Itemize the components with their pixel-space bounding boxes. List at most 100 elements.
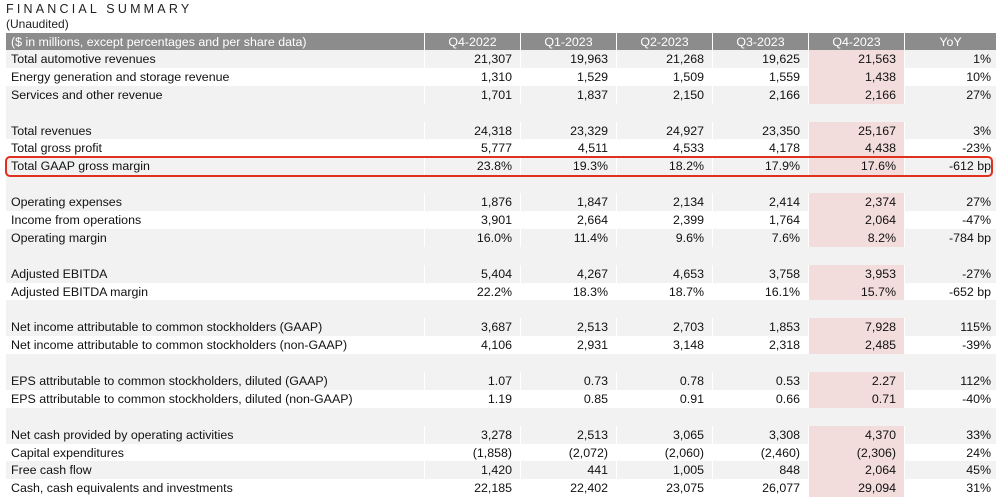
- row-label: Adjusted EBITDA: [11, 266, 108, 281]
- cell-q4-2022: 1,876: [424, 193, 520, 212]
- cell-q4-2023: 2.27: [808, 372, 904, 390]
- cell-yoy: 33%: [904, 425, 996, 444]
- cell-q3-2023: 1,764: [712, 211, 808, 229]
- row-label: EPS attributable to common stockholders,…: [11, 373, 328, 388]
- cell-q3-2023: 2,414: [712, 193, 808, 212]
- cell-q3-2023: 17.9%: [712, 157, 808, 176]
- row-label: Total automotive revenues: [11, 51, 156, 66]
- cell-q2-2023: 18.7%: [616, 282, 712, 301]
- cell-yoy: -47%: [904, 211, 996, 229]
- cell-q3-2023: 4,178: [712, 139, 808, 158]
- group-spacer: [6, 407, 996, 426]
- group-spacer: [6, 175, 996, 194]
- cell-q3-2023: 0.53: [712, 372, 808, 390]
- cell-q1-2023: 23,329: [520, 121, 616, 140]
- row-label: Operating expenses: [11, 195, 122, 210]
- cell-q2-2023: 1,005: [616, 461, 712, 480]
- cell-yoy: 27%: [904, 85, 996, 104]
- row-label: Total GAAP gross margin: [11, 159, 150, 174]
- title: FINANCIAL SUMMARY: [6, 2, 193, 16]
- cell-q3-2023: 16.1%: [712, 282, 808, 301]
- cell-q4-2023: 29,094: [808, 479, 904, 498]
- cell-q2-2023: 4,653: [616, 264, 712, 283]
- cell-q4-2022: 5,777: [424, 139, 520, 158]
- cell-q4-2023: (2,306): [808, 443, 904, 462]
- col-header-q2-2023: Q2-2023: [616, 33, 712, 50]
- cell-q4-2023: 25,167: [808, 121, 904, 140]
- group-spacer: [6, 246, 996, 265]
- cell-q2-2023: 18.2%: [616, 157, 712, 176]
- cell-q1-2023: 2,931: [520, 336, 616, 355]
- cell-q1-2023: 441: [520, 461, 616, 480]
- table-header: ($ in millions, except percentages and p…: [6, 33, 996, 50]
- cell-q3-2023: (2,460): [712, 443, 808, 462]
- cell-yoy: -39%: [904, 336, 996, 355]
- table-row: EPS attributable to common stockholders,…: [6, 389, 996, 408]
- cell-q4-2022: 3,901: [424, 211, 520, 229]
- table-row: Free cash flow 1,420 441 1,005 848 2,064 45%: [6, 461, 996, 480]
- cell-q2-2023: 9.6%: [616, 228, 712, 247]
- cell-yoy: 45%: [904, 461, 996, 480]
- col-header-q1-2023: Q1-2023: [520, 33, 616, 50]
- cell-q1-2023: 1,847: [520, 193, 616, 212]
- cell-q4-2022: 1.07: [424, 372, 520, 390]
- cell-q3-2023: 848: [712, 461, 808, 480]
- table-row: Net income attributable to common stockh…: [6, 318, 996, 337]
- cell-q4-2023: 4,438: [808, 139, 904, 158]
- table-row: EPS attributable to common stockholders,…: [6, 372, 996, 390]
- col-header-q4-2022: Q4-2022: [424, 33, 520, 50]
- table-row: Operating expenses 1,876 1,847 2,134 2,414 2,…: [6, 193, 996, 212]
- financial-summary-table: ($ in millions, except percentages and p…: [6, 33, 996, 498]
- group-spacer: [6, 103, 996, 122]
- table-row: Total automotive revenues 21,307 19,963 21,…: [6, 50, 996, 68]
- cell-q2-2023: 4,533: [616, 139, 712, 158]
- row-label: Net income attributable to common stockh…: [11, 338, 348, 353]
- group-spacer: [6, 300, 996, 319]
- row-label: Services and other revenue: [11, 87, 163, 102]
- row-label: Free cash flow: [11, 463, 92, 478]
- group-spacer: [6, 354, 996, 373]
- cell-q1-2023: 4,267: [520, 264, 616, 283]
- cell-q3-2023: 7.6%: [712, 228, 808, 247]
- cell-q4-2023: 8.2%: [808, 228, 904, 247]
- row-label: Capital expenditures: [11, 445, 124, 460]
- table-row: Net cash provided by operating activitie…: [6, 425, 996, 444]
- cell-q4-2022: 1.19: [424, 389, 520, 408]
- col-header-q3-2023: Q3-2023: [712, 33, 808, 50]
- cell-q2-2023: 2,399: [616, 211, 712, 229]
- row-label: Adjusted EBITDA margin: [11, 284, 149, 299]
- cell-yoy: -652 bp: [904, 282, 996, 301]
- cell-q1-2023: 0.85: [520, 389, 616, 408]
- cell-q4-2023: 2,485: [808, 336, 904, 355]
- cell-q4-2022: 4,106: [424, 336, 520, 355]
- cell-yoy: -23%: [904, 139, 996, 158]
- table-row: Total GAAP gross margin 23.8% 19.3% 18.2% 17…: [6, 157, 996, 176]
- col-header-q4-2023: Q4-2023: [808, 33, 904, 50]
- cell-q1-2023: 4,511: [520, 139, 616, 158]
- cell-yoy: 1%: [904, 50, 996, 68]
- cell-q3-2023: 2,318: [712, 336, 808, 355]
- row-label: Total revenues: [11, 123, 92, 138]
- cell-q2-2023: 24,927: [616, 121, 712, 140]
- cell-q1-2023: 1,837: [520, 85, 616, 104]
- cell-yoy: 27%: [904, 193, 996, 212]
- cell-q4-2023: 2,374: [808, 193, 904, 212]
- cell-q4-2022: 3,278: [424, 425, 520, 444]
- cell-q1-2023: 11.4%: [520, 228, 616, 247]
- table-row: Capital expenditures (1,858) (2,072) (2,060…: [6, 443, 996, 462]
- cell-q4-2022: 16.0%: [424, 228, 520, 247]
- cell-q3-2023: 3,308: [712, 425, 808, 444]
- cell-q2-2023: 3,065: [616, 425, 712, 444]
- cell-q1-2023: 2,513: [520, 318, 616, 337]
- cell-q4-2022: 3,687: [424, 318, 520, 337]
- cell-q2-2023: 0.91: [616, 389, 712, 408]
- cell-q3-2023: 0.66: [712, 389, 808, 408]
- cell-q1-2023: 18.3%: [520, 282, 616, 301]
- cell-q4-2023: 7,928: [808, 318, 904, 337]
- row-label: Income from operations: [11, 212, 142, 227]
- cell-q3-2023: 23,350: [712, 121, 808, 140]
- row-label: Net income attributable to common stockh…: [11, 320, 323, 335]
- cell-yoy: 112%: [904, 372, 996, 390]
- table-body: Total automotive revenues 21,307 19,963 21,…: [6, 50, 996, 498]
- cell-q4-2023: 2,166: [808, 85, 904, 104]
